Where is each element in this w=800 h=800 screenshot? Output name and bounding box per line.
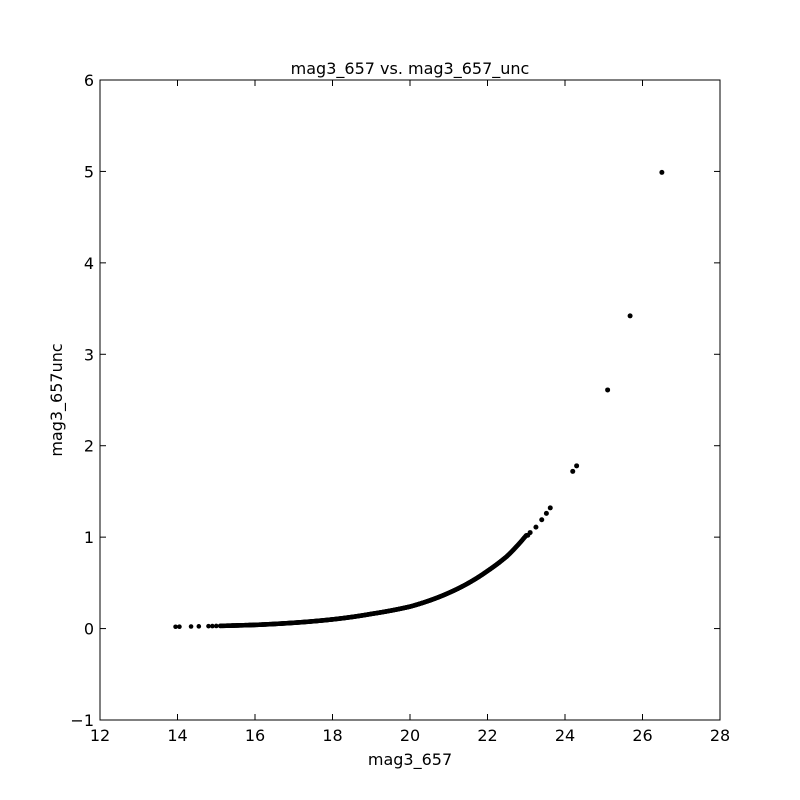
x-tick-label: 20 [400, 726, 420, 745]
x-tick-label: 18 [322, 726, 342, 745]
y-tick-label: 2 [84, 437, 94, 456]
y-tick-label: 5 [84, 162, 94, 181]
data-point [173, 624, 178, 630]
y-tick-label: −1 [70, 711, 94, 730]
x-tick-label: 24 [555, 726, 575, 745]
x-tick-label: 28 [710, 726, 730, 745]
data-point [188, 624, 194, 629]
plot-frame [99, 79, 721, 721]
data-point [533, 524, 539, 530]
y-axis-label: mag3_657unc [47, 343, 67, 456]
y-tick-label: 3 [84, 345, 94, 364]
data-point [570, 468, 576, 474]
data-point [527, 530, 533, 536]
y-tick-label: 0 [84, 620, 94, 639]
data-point [177, 624, 182, 630]
data-point [206, 623, 211, 629]
data-point [539, 517, 545, 523]
y-tick-label: 4 [84, 254, 94, 273]
x-axis-label: mag3_657 [368, 750, 452, 770]
x-tick-label: 16 [245, 726, 265, 745]
chart-title: mag3_657 vs. mag3_657_unc [291, 59, 530, 79]
data-point [196, 624, 202, 629]
x-tick-label: 26 [632, 726, 652, 745]
x-tick-label: 22 [477, 726, 497, 745]
data-point [543, 510, 549, 516]
data-point [659, 169, 665, 175]
data-point [627, 313, 633, 319]
x-tick-label: 14 [167, 726, 187, 745]
x-tick-label: 12 [90, 726, 110, 745]
data-point [213, 623, 219, 629]
y-tick-label: 1 [84, 528, 94, 547]
data-point [210, 623, 215, 629]
data-point [605, 387, 611, 393]
y-tick-label: 6 [84, 71, 94, 90]
data-point [574, 463, 580, 469]
plot-area [173, 169, 665, 630]
data-point [547, 505, 553, 511]
